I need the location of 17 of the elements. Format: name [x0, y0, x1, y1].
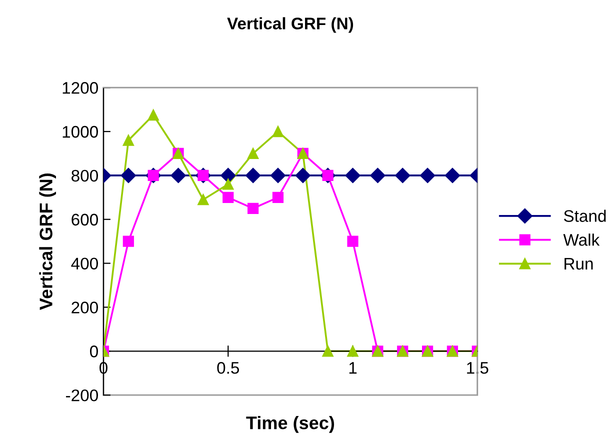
legend-label: Run [564, 258, 593, 270]
x-tick-label: 1 [349, 362, 357, 374]
legend-label: Stand [564, 210, 606, 222]
y-tick-label: 800 [72, 170, 98, 182]
x-axis-title: Time (sec) [246, 416, 334, 433]
x-tick-label: 1.5 [467, 362, 488, 374]
chart-title: Vertical GRF (N) [227, 17, 354, 33]
y-tick-label: 0 [90, 346, 98, 358]
y-tick-label: 1200 [62, 82, 98, 94]
y-axis-title: Vertical GRF (N) [39, 174, 56, 310]
y-tick-label: 600 [72, 214, 98, 226]
legend-label: Walk [563, 234, 600, 246]
y-tick-label: 1000 [62, 126, 98, 138]
x-tick-label: 0.5 [217, 362, 240, 374]
y-tick-label: 200 [72, 302, 98, 314]
y-tick-label: 400 [71, 258, 98, 270]
y-tick-label: -200 [66, 389, 98, 402]
